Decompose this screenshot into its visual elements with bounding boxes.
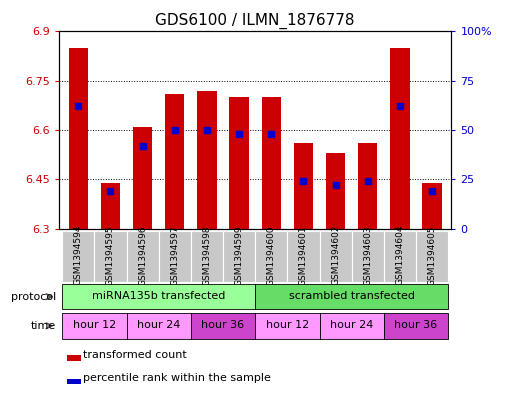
Text: protocol: protocol: [11, 292, 56, 302]
Bar: [94, 231, 127, 282]
Text: hour 12: hour 12: [266, 320, 309, 330]
Text: time: time: [31, 321, 56, 331]
Text: miRNA135b transfected: miRNA135b transfected: [92, 291, 225, 301]
Bar: [255, 231, 287, 282]
Text: hour 36: hour 36: [202, 320, 245, 330]
Bar: [390, 48, 409, 229]
Bar: [294, 143, 313, 229]
Bar: [255, 284, 448, 309]
Bar: [62, 231, 94, 282]
Bar: [320, 313, 384, 338]
Text: percentile rank within the sample: percentile rank within the sample: [83, 373, 270, 383]
Text: GSM1394603: GSM1394603: [363, 225, 372, 286]
Bar: [326, 153, 345, 229]
Bar: [67, 355, 81, 361]
Bar: [320, 231, 352, 282]
Bar: [159, 231, 191, 282]
Bar: [384, 313, 448, 338]
Text: hour 12: hour 12: [73, 320, 116, 330]
Bar: [384, 231, 416, 282]
Text: GSM1394600: GSM1394600: [267, 225, 276, 286]
Text: GSM1394594: GSM1394594: [74, 225, 83, 285]
Bar: [255, 313, 320, 338]
Text: GSM1394602: GSM1394602: [331, 225, 340, 285]
Bar: [101, 183, 120, 229]
Bar: [287, 231, 320, 282]
Bar: [262, 97, 281, 229]
Bar: [416, 231, 448, 282]
Text: GSM1394601: GSM1394601: [299, 225, 308, 286]
Text: GSM1394605: GSM1394605: [428, 225, 437, 286]
Bar: [191, 231, 223, 282]
Bar: [127, 313, 191, 338]
Title: GDS6100 / ILMN_1876778: GDS6100 / ILMN_1876778: [155, 13, 355, 29]
Text: transformed count: transformed count: [83, 350, 186, 360]
Text: hour 36: hour 36: [394, 320, 438, 330]
Bar: [352, 231, 384, 282]
Bar: [62, 284, 255, 309]
Bar: [127, 231, 159, 282]
Text: GSM1394596: GSM1394596: [138, 225, 147, 286]
Text: hour 24: hour 24: [330, 320, 373, 330]
Text: hour 24: hour 24: [137, 320, 181, 330]
Bar: [191, 313, 255, 338]
Text: scrambled transfected: scrambled transfected: [289, 291, 415, 301]
Text: GSM1394595: GSM1394595: [106, 225, 115, 286]
Bar: [133, 127, 152, 229]
Bar: [358, 143, 378, 229]
Text: GSM1394598: GSM1394598: [203, 225, 211, 286]
Bar: [198, 91, 216, 229]
Text: GSM1394597: GSM1394597: [170, 225, 180, 286]
Bar: [69, 48, 88, 229]
Bar: [423, 183, 442, 229]
Bar: [165, 94, 185, 229]
Bar: [62, 313, 127, 338]
Text: GSM1394599: GSM1394599: [234, 225, 244, 286]
Text: GSM1394604: GSM1394604: [396, 225, 404, 285]
Bar: [67, 379, 81, 384]
Bar: [223, 231, 255, 282]
Bar: [229, 97, 249, 229]
